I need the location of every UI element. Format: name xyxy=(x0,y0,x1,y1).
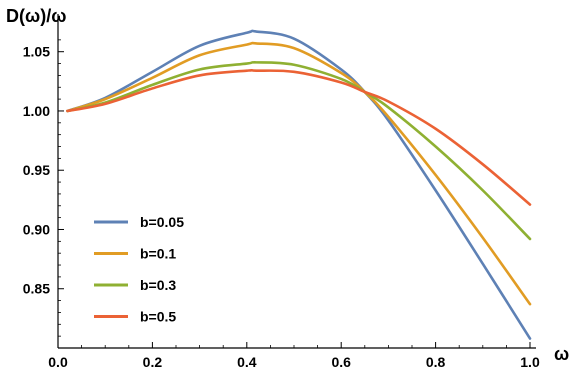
x-axis-title: ω xyxy=(554,344,569,364)
series-line-b-0-3 xyxy=(66,61,532,241)
y-tick-label: 0.85 xyxy=(23,281,50,297)
y-tick-label: 1.05 xyxy=(23,44,50,60)
x-tick-label: 0.6 xyxy=(331,354,351,370)
legend-label: b=0.3 xyxy=(140,277,176,293)
axes: 0.0 0.2 0.4 0.6 0.8 1.0 0.85 0.90 0.95 1.00 1.05 xyxy=(23,14,540,370)
x-tick-label: 0.4 xyxy=(237,354,257,370)
legend-label: b=0.1 xyxy=(140,246,176,262)
series-lines xyxy=(66,29,532,340)
legend-label: b=0.05 xyxy=(140,214,184,230)
series-line-b-0-1 xyxy=(66,41,532,306)
y-tick-label: 0.95 xyxy=(23,162,50,178)
x-tick-label: 0.0 xyxy=(48,354,68,370)
series-line-b-0-5 xyxy=(66,68,532,206)
x-tick-label: 0.2 xyxy=(143,354,163,370)
x-tick-label: 0.8 xyxy=(426,354,446,370)
legend-label: b=0.5 xyxy=(140,309,176,325)
y-tick-label: 0.90 xyxy=(23,221,50,237)
x-tick-label: 1.0 xyxy=(520,354,540,370)
y-tick-label: 1.00 xyxy=(23,103,50,119)
series-line-b-0-05 xyxy=(66,29,532,340)
y-axis-title: D(ω)/ω xyxy=(6,6,66,26)
legend: b=0.05 b=0.1 b=0.3 b=0.5 xyxy=(94,214,184,325)
